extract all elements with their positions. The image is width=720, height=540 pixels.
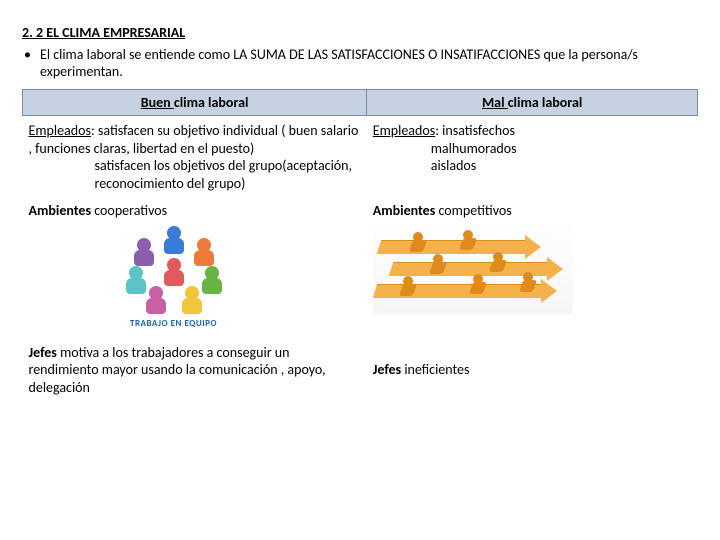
header-kw-mal: Mal (482, 94, 508, 111)
competition-runner-icon (463, 230, 473, 240)
intro-bullet: • El clima laboral se entiende como LA S… (22, 46, 698, 81)
lead-jefes-mal: Jefes (373, 361, 401, 378)
line2-empleados-buen: satisfacen los objetivos del grupo(acept… (29, 157, 361, 192)
clima-table: Buen clima laboral Mal clima laboral Emp… (22, 89, 698, 401)
cell-ambientes-mal: Ambientes competitivos (367, 196, 698, 338)
col-header-mal: Mal clima laboral (367, 89, 698, 116)
lead-jefes-buen: Jefes (29, 344, 57, 361)
intro-text: El clima laboral se entiende como LA SUM… (40, 46, 698, 81)
lead-ambientes-buen: Ambientes (29, 202, 92, 219)
table-row: Empleados: satisfacen su objetivo indivi… (23, 116, 698, 197)
col-header-buen: Buen clima laboral (23, 89, 367, 116)
teamwork-person-icon (205, 266, 219, 280)
rest-jefes-mal: ineficientes (401, 361, 469, 378)
competition-runner-icon (473, 274, 483, 284)
cell-empleados-mal: Empleados: insatisfechos malhumorados ai… (367, 116, 698, 197)
competition-illustration (373, 224, 573, 314)
teamwork-person-icon (149, 286, 163, 300)
rest-ambientes-buen: cooperativos (91, 202, 167, 219)
header-rest-buen: clima laboral (174, 94, 249, 111)
line2-empleados-mal: malhumorados (373, 140, 692, 158)
teamwork-person-icon (167, 226, 181, 240)
rest-ambientes-mal: competitivos (435, 202, 511, 219)
cell-jefes-buen: Jefes motiva a los trabajadores a conseg… (23, 338, 367, 401)
section-heading: 2. 2 EL CLIMA EMPRESARIAL (22, 24, 698, 42)
teamwork-person-icon (185, 286, 199, 300)
competition-runner-icon (433, 254, 443, 264)
teamwork-person-icon (167, 258, 181, 272)
header-kw-buen: Buen (141, 94, 174, 111)
rest-empleados-mal: : insatisfechos (435, 122, 515, 139)
line3-empleados-mal: aislados (373, 157, 692, 175)
lead-empleados-mal: Empleados (373, 122, 435, 139)
cell-empleados-buen: Empleados: satisfacen su objetivo indivi… (23, 116, 367, 197)
lead-ambientes-mal: Ambientes (373, 202, 436, 219)
table-row: Ambientes cooperativos TRABAJO EN EQUIPO… (23, 196, 698, 338)
cell-ambientes-buen: Ambientes cooperativos TRABAJO EN EQUIPO (23, 196, 367, 338)
competition-runner-icon (413, 232, 423, 242)
lead-empleados-buen: Empleados (29, 122, 91, 139)
teamwork-person-icon (137, 238, 151, 252)
competition-runner-icon (523, 272, 533, 282)
bullet-glyph: • (22, 46, 40, 81)
teamwork-illustration: TRABAJO EN EQUIPO (89, 224, 259, 334)
rest-jefes-buen: motiva a los trabajadores a conseguir un… (29, 344, 326, 396)
table-row: Jefes motiva a los trabajadores a conseg… (23, 338, 698, 401)
teamwork-person-icon (129, 266, 143, 280)
competition-runner-icon (403, 276, 413, 286)
competition-runner-icon (493, 252, 503, 262)
cell-jefes-mal: Jefes ineficientes (367, 338, 698, 401)
competition-arrow-icon (376, 240, 531, 254)
teamwork-person-icon (197, 238, 211, 252)
teamwork-caption: TRABAJO EN EQUIPO (89, 318, 259, 329)
header-rest-mal: clima laboral (508, 94, 583, 111)
